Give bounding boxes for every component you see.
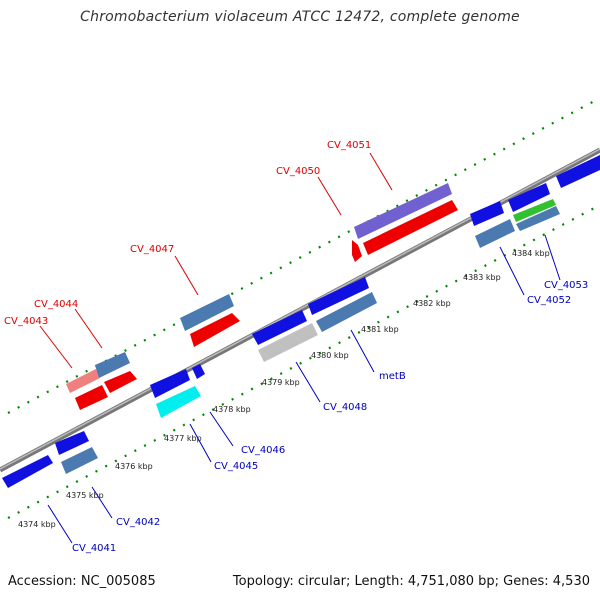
gene-label-cv-4042: CV_4042 [116,517,160,528]
gene-label-cv-4044: CV_4044 [34,299,78,310]
gene-cv-4048 [258,323,318,362]
tick-label: 4378 kbp [213,405,251,414]
gene-cv-4047-red [190,313,240,347]
gene-cv-4052 [475,219,515,248]
gene-small-blue [192,364,205,379]
gene-cv-4044 [95,352,130,378]
gene-metb-a [308,277,369,315]
gene-cv-4042 [61,447,98,474]
gene-cv-4050 [352,240,362,262]
tick-label: 4380 kbp [311,351,349,360]
tick-label: 4376 kbp [115,462,153,471]
top-leaders [39,152,393,369]
gene-cv-4042-a [55,431,89,455]
tick-label: 4381 kbp [361,325,399,334]
lower-tick-rail [7,204,600,519]
genome-backbone-highlight [0,148,600,470]
gene-edge-blue [556,155,600,188]
gene-label-cv-4041: CV_4041 [72,543,116,554]
gene-cv-4053 [516,206,560,231]
gene-label-cv-4050: CV_4050 [276,166,320,177]
genome-summary-text: Topology: circular; Length: 4,751,080 bp… [232,574,590,589]
accession-text: Accession: NC_005085 [8,574,156,589]
gene-metb [316,292,377,332]
tick-labels: 4374 kbp 4375 kbp 4376 kbp 4377 kbp 4378… [18,249,550,529]
tick-label: 4382 kbp [413,299,451,308]
gene-cv-4045 [156,386,201,418]
gene-label-metb: metB [379,371,406,382]
gene-cv-4044-red [75,385,108,410]
bottom-strand-genes[interactable] [2,155,600,488]
gene-cv-4052-a [470,201,504,226]
gene-label-cv-4052: CV_4052 [527,295,571,306]
tick-label: 4383 kbp [463,273,501,282]
genome-backbone [0,147,600,473]
gene-cv-4043 [66,369,100,393]
gene-cv-4053-green [513,199,556,222]
tick-label: 4379 kbp [262,378,300,387]
tick-label: 4374 kbp [18,520,56,529]
map-title: Chromobacterium violaceum ATCC 12472, co… [80,9,520,25]
bottom-leaders [47,234,561,544]
gene-cv-4051-red [363,200,458,255]
tick-label: 4384 kbp [512,249,550,258]
gene-red-b [104,371,137,393]
top-strand-genes[interactable] [66,183,458,410]
gene-label-cv-4053: CV_4053 [544,280,588,291]
gene-label-cv-4051: CV_4051 [327,140,371,151]
gene-cv-4048-a [252,310,307,345]
gene-label-cv-4048: CV_4048 [323,402,367,413]
gene-label-cv-4046: CV_4046 [241,445,285,456]
gene-label-cv-4045: CV_4045 [214,461,258,472]
tick-label: 4377 kbp [164,434,202,443]
gene-label-cv-4043: CV_4043 [4,316,48,327]
gene-label-cv-4047: CV_4047 [130,244,174,255]
gene-cv-4045-a [150,369,190,398]
top-gene-labels[interactable]: CV_4043 CV_4044 CV_4047 CV_4050 CV_4051 [4,140,371,327]
tick-label: 4375 kbp [66,491,104,500]
gene-cv-4047 [180,294,234,331]
gene-cv-4041 [2,455,53,488]
gene-cv-4051 [354,183,452,239]
bottom-gene-labels[interactable]: CV_4041 CV_4042 CV_4045 CV_4046 CV_4048 … [72,280,588,554]
gene-cv-4053-a [508,183,550,212]
